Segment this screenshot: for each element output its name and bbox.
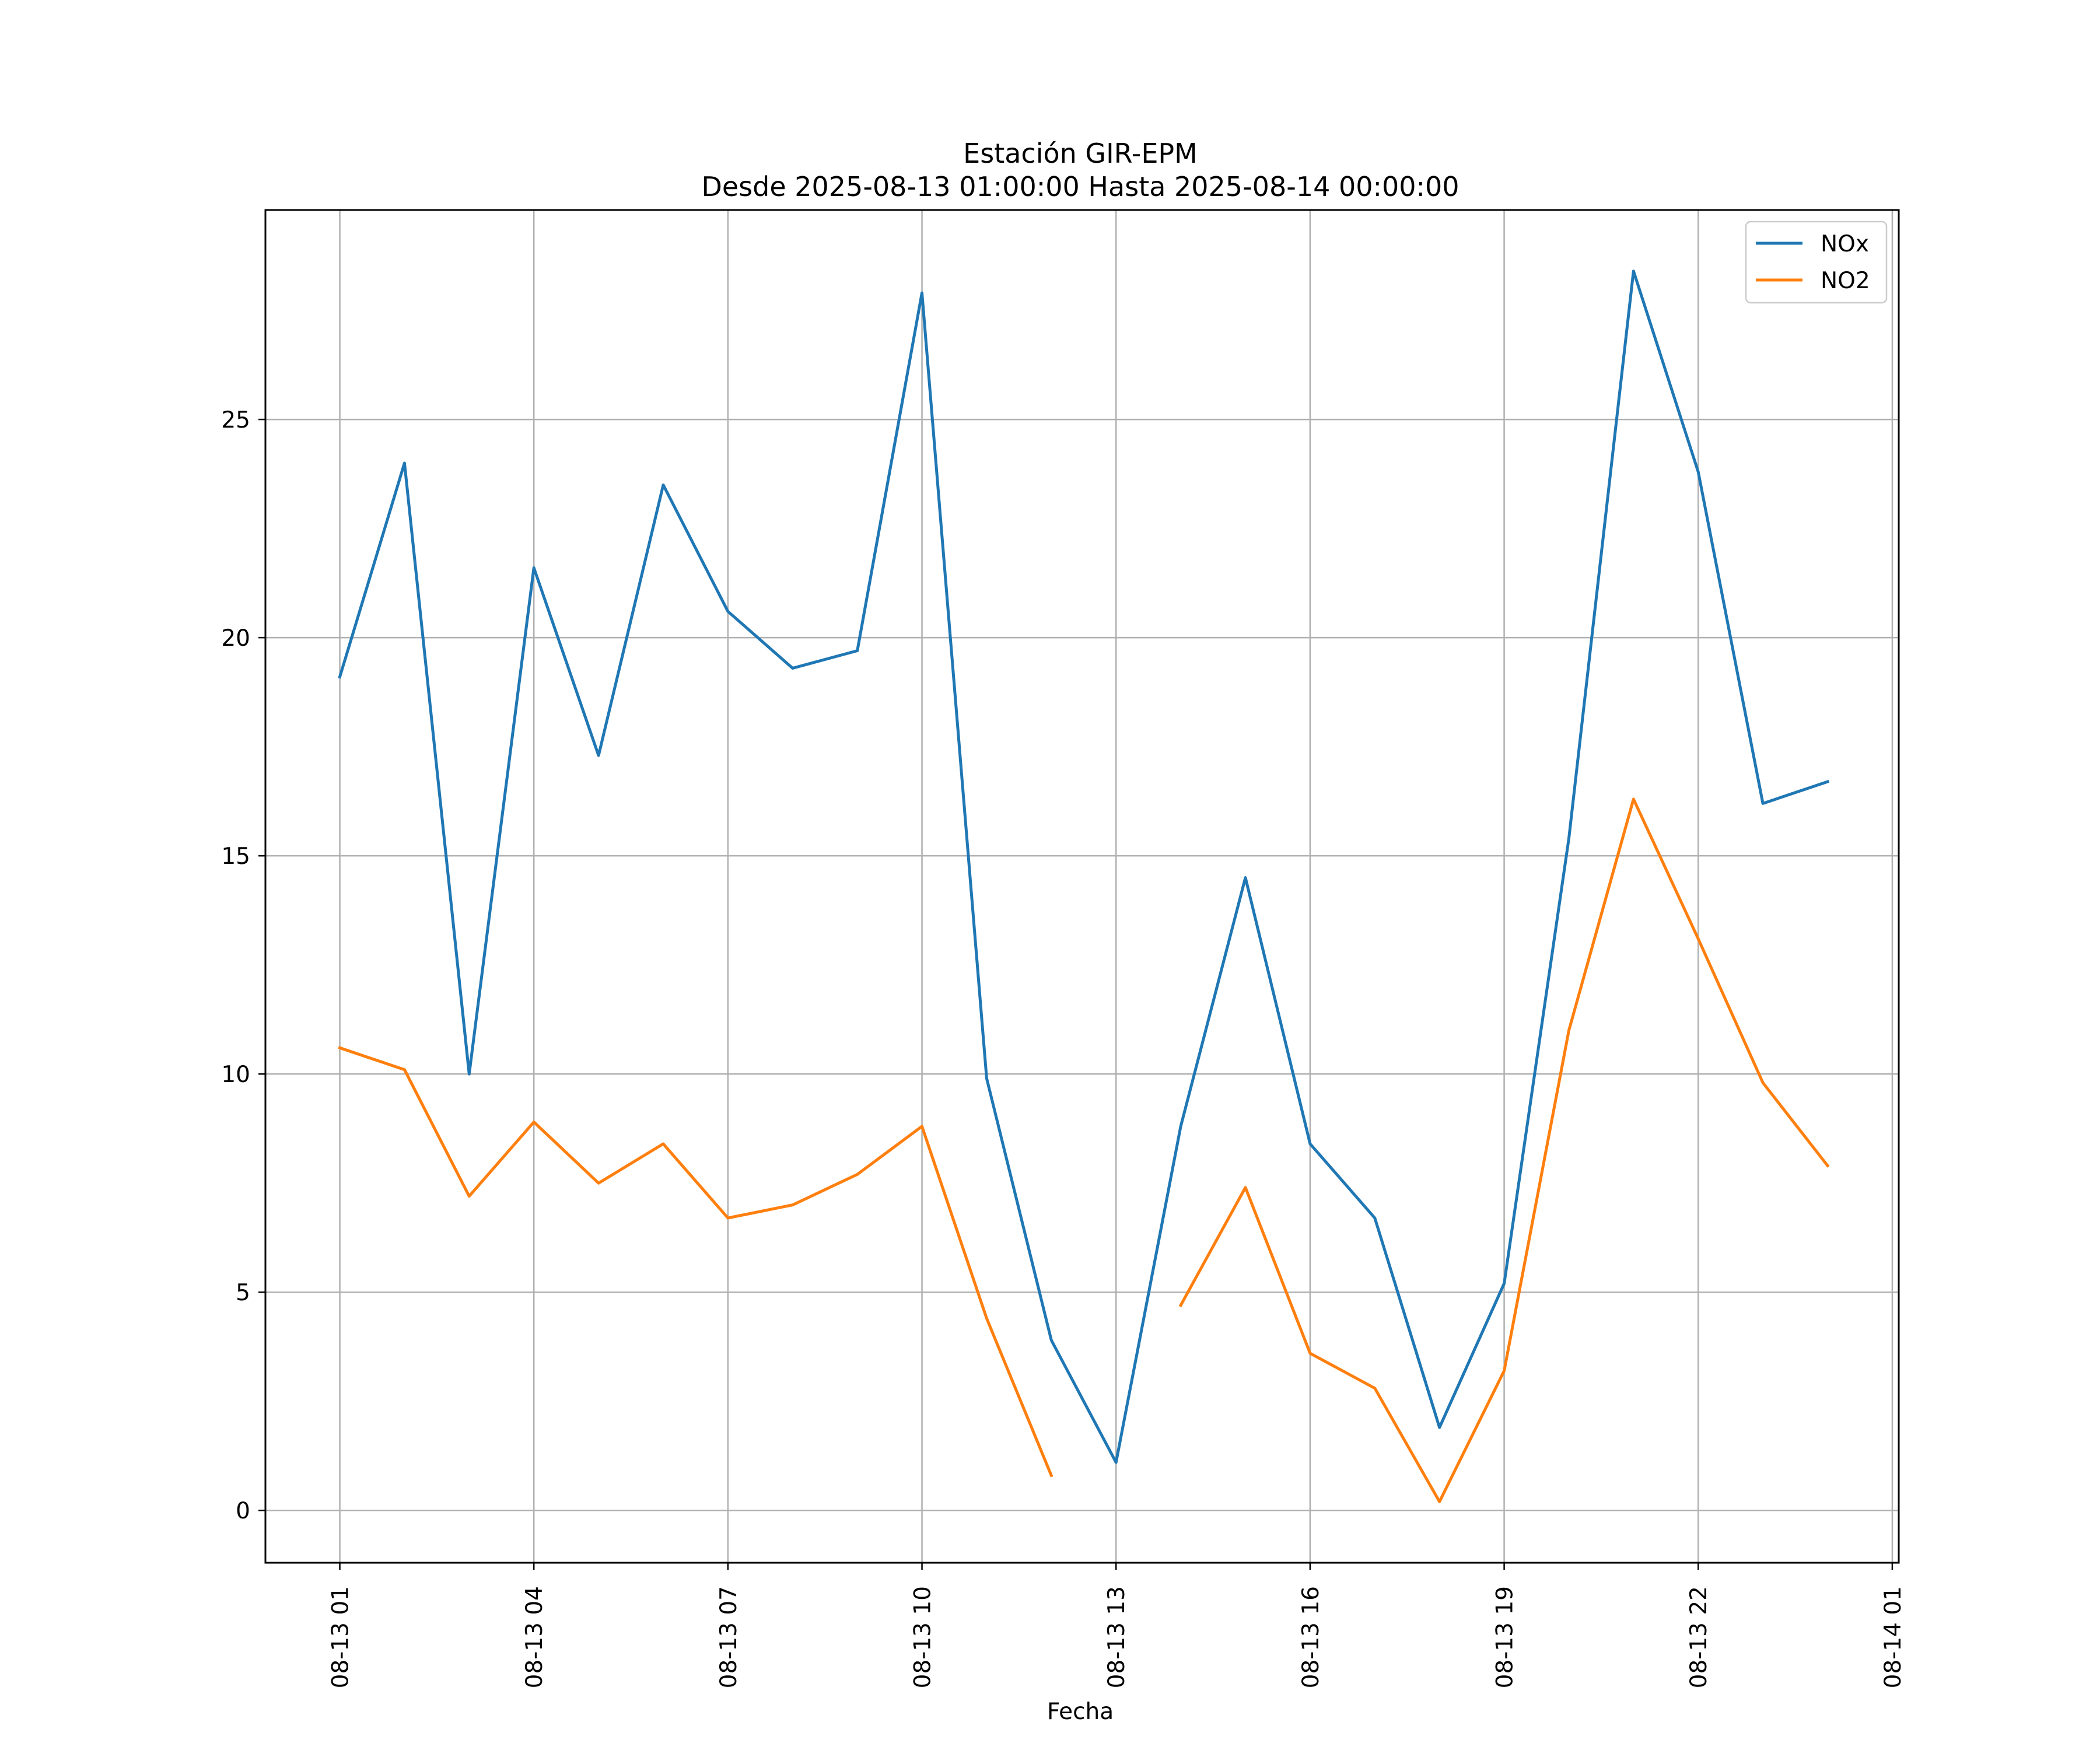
plot-frame — [264, 209, 1900, 1564]
chart-subtitle: Desde 2025-08-13 01:00:00 Hasta 2025-08-… — [701, 171, 1459, 202]
x-tick-label: 08-14 01 — [1880, 1586, 1906, 1688]
legend: NOx NO2 — [1745, 220, 1888, 304]
x-tick-label: 08-13 22 — [1686, 1586, 1712, 1688]
x-tick-label: 08-13 13 — [1104, 1586, 1130, 1688]
series-lines — [338, 270, 1830, 1503]
y-tick-label: 10 — [221, 1062, 250, 1088]
x-tick-label: 08-13 16 — [1298, 1586, 1324, 1688]
y-tick-label: 0 — [236, 1498, 250, 1524]
y-tick-label: 20 — [221, 625, 250, 652]
series-line-nox — [338, 270, 1830, 1464]
chart-title: Estación GIR-EPM — [963, 138, 1198, 169]
series-line-no2 — [338, 797, 1830, 1503]
x-axis: 08-13 01 08-13 04 08-13 07 08-13 10 08-13 13… — [328, 1563, 1906, 1688]
y-tick-label: 5 — [236, 1280, 250, 1306]
y-tick-label: 15 — [221, 844, 250, 870]
x-tick-label: 08-13 19 — [1492, 1586, 1518, 1688]
x-tick-label: 08-13 10 — [910, 1586, 936, 1688]
legend-label-no2: NO2 — [1821, 268, 1870, 294]
grid — [265, 210, 1899, 1563]
x-axis-label: Fecha — [1047, 1699, 1114, 1725]
x-tick-label: 08-13 07 — [716, 1586, 742, 1688]
x-tick-label: 08-13 01 — [328, 1586, 354, 1688]
y-tick-label: 25 — [221, 407, 250, 433]
legend-label-nox: NOx — [1821, 231, 1869, 257]
x-tick-label: 08-13 04 — [522, 1586, 548, 1688]
y-axis: 0 5 10 15 20 25 — [221, 407, 265, 1524]
